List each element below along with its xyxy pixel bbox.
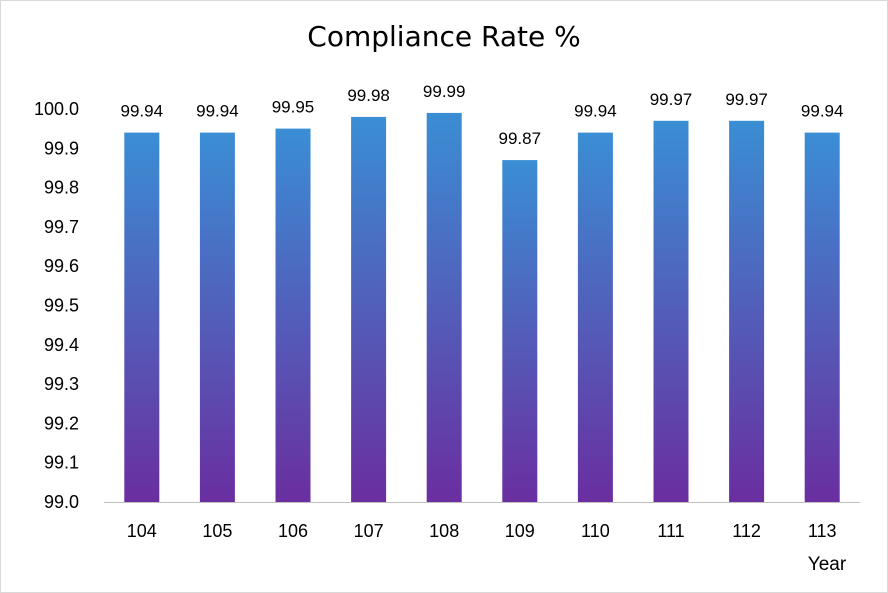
data-label-112: 99.97 — [725, 90, 768, 109]
bar-112 — [729, 120, 765, 503]
data-label-106: 99.95 — [272, 98, 315, 117]
y-tick-label: 99.8 — [44, 178, 79, 198]
y-tick-label: 99.1 — [44, 453, 79, 473]
y-tick-label: 99.7 — [44, 217, 79, 237]
bar-113 — [804, 132, 840, 502]
bar-106 — [275, 128, 311, 502]
x-tick-label-112: 112 — [732, 521, 761, 541]
chart-title: Compliance Rate % — [307, 20, 581, 53]
x-tick-label-107: 107 — [354, 521, 384, 541]
y-tick-label: 99.2 — [44, 413, 79, 433]
x-tick-label-109: 109 — [505, 521, 535, 541]
data-label-111: 99.97 — [650, 90, 693, 109]
x-tick-label-113: 113 — [808, 521, 837, 541]
bar-108 — [426, 112, 462, 503]
bar-109 — [502, 160, 538, 502]
x-tick-label-108: 108 — [429, 521, 459, 541]
data-label-108: 99.99 — [423, 82, 466, 101]
bar-104 — [124, 132, 160, 502]
y-tick-label: 99.4 — [44, 335, 79, 355]
bar-105 — [199, 132, 235, 502]
x-tick-label-104: 104 — [127, 521, 157, 541]
data-label-113: 99.94 — [801, 102, 844, 121]
x-tick-label-111: 111 — [657, 521, 684, 541]
data-label-110: 99.94 — [574, 102, 617, 121]
data-label-109: 99.87 — [499, 129, 542, 148]
bar-110 — [577, 132, 613, 502]
data-label-107: 99.98 — [347, 86, 390, 105]
y-tick-label: 99.9 — [44, 138, 79, 158]
bar-107 — [351, 116, 387, 503]
x-tick-label-110: 110 — [581, 521, 610, 541]
y-tick-label: 99.0 — [44, 492, 79, 512]
x-tick-label-105: 105 — [202, 521, 232, 541]
y-tick-label: 99.5 — [44, 296, 79, 316]
bars — [124, 112, 840, 503]
x-axis-ticks: 104 105 106 107 108 109 110 111 112 113 — [127, 521, 837, 541]
y-tick-label: 100.0 — [34, 99, 79, 119]
x-tick-label-106: 106 — [278, 521, 308, 541]
data-label-105: 99.94 — [196, 102, 239, 121]
y-tick-label: 99.6 — [44, 256, 79, 276]
y-tick-label: 99.3 — [44, 374, 79, 394]
bar-111 — [653, 120, 689, 503]
y-axis-ticks: 99.0 99.1 99.2 99.3 99.4 99.5 99.6 99.7 99.8 99.9… — [34, 99, 79, 512]
x-axis-title: Year — [808, 554, 847, 575]
data-labels: 99.94 99.94 99.95 99.98 99.99 99.87 99.94 99.97… — [121, 82, 844, 148]
data-label-104: 99.94 — [121, 102, 164, 121]
